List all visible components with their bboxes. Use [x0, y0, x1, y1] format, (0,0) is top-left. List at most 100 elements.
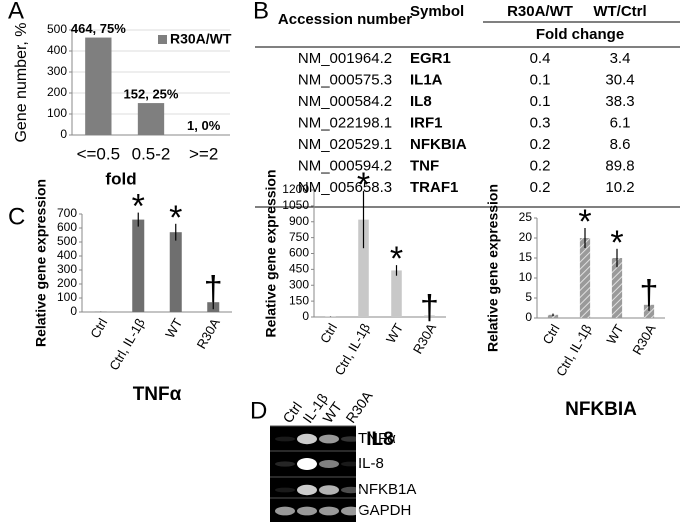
table-cell: 3.4 [610, 50, 631, 67]
gel-band [297, 484, 317, 496]
bar [611, 258, 623, 318]
bar [137, 103, 165, 135]
x-tick-label: WT [162, 316, 185, 341]
table-cell: NM_005658.3 [298, 179, 392, 196]
gel-band [275, 436, 295, 442]
gel-band [319, 434, 339, 444]
y-tick-label: 600 [289, 246, 309, 260]
table-cell: 30.4 [605, 71, 634, 88]
y-tick-label: 5 [525, 290, 532, 304]
bar [169, 232, 182, 312]
table-cell: NM_020529.1 [298, 136, 392, 153]
gel-band [297, 433, 317, 445]
gel-band [319, 485, 339, 495]
gel-band [341, 486, 361, 494]
gel-row-label: IL-8 [358, 455, 384, 472]
table-cell: 0.2 [530, 157, 551, 174]
table-cell: 0.1 [530, 93, 551, 110]
y-tick-label: 10 [519, 270, 533, 284]
significance-marker: * [169, 199, 182, 237]
y-tick-label: 0 [60, 127, 67, 141]
table-cell: EGR1 [410, 50, 451, 67]
significance-marker: † [420, 289, 439, 327]
gel-lane-label: R30A [342, 387, 376, 425]
bar [85, 37, 112, 136]
gel-band [341, 506, 361, 516]
table-header: Symbol [410, 3, 464, 20]
y-tick-label: 500 [57, 234, 77, 248]
x-tick-label: R30A [410, 320, 439, 356]
gel-lane-label: Ctrl [279, 399, 305, 426]
table-header: WT/Ctrl [593, 3, 646, 20]
table-header: R30A/WT [507, 3, 573, 20]
gel-band [275, 506, 295, 516]
table-cell: NM_000575.3 [298, 71, 392, 88]
y-tick-label: 25 [519, 210, 533, 224]
y-tick-label: 300 [57, 262, 77, 276]
x-axis-label: fold [105, 169, 136, 188]
table-cell: NM_000594.2 [298, 157, 392, 174]
x-tick-label: WT [603, 322, 626, 347]
bar [132, 219, 145, 312]
y-tick-label: 15 [519, 250, 533, 264]
table-cell: NM_022198.1 [298, 114, 392, 131]
significance-marker: † [640, 274, 659, 312]
table-cell: 0.1 [530, 71, 551, 88]
y-axis-label: Relative gene expression [263, 169, 279, 337]
y-tick-label: 400 [57, 248, 77, 262]
panel-label: B [253, 0, 269, 24]
gel-band [297, 506, 317, 516]
bar [391, 270, 402, 317]
significance-marker: † [204, 270, 223, 308]
y-tick-label: 700 [57, 206, 77, 220]
x-tick-label: 0.5-2 [132, 144, 171, 163]
table-cell: NM_001964.2 [298, 50, 392, 67]
y-tick-label: 1200 [282, 182, 309, 196]
y-tick-label: 0 [70, 304, 77, 318]
y-tick-label: 20 [519, 230, 533, 244]
gel-band [297, 458, 317, 470]
table-cell: NFKBIA [410, 136, 467, 153]
x-axis-label: IL8 [366, 429, 393, 450]
gel-band [319, 506, 339, 516]
y-tick-label: 900 [289, 214, 309, 228]
x-tick-label: Ctrl [317, 321, 340, 346]
gel-band [275, 487, 295, 493]
x-tick-label: R30A [194, 315, 223, 351]
table-cell: 38.3 [605, 93, 634, 110]
gel-band [341, 461, 361, 467]
y-tick-label: 100 [47, 106, 67, 120]
gel-band [319, 460, 339, 468]
y-tick-label: 400 [47, 43, 67, 57]
y-tick-label: 750 [289, 230, 309, 244]
legend-swatch [158, 35, 167, 44]
panel-label: D [250, 397, 267, 424]
gel-band [275, 461, 295, 467]
x-tick-label: WT [383, 321, 406, 346]
y-tick-label: 450 [289, 262, 309, 276]
table-cell: 89.8 [605, 157, 634, 174]
gel-row-label: GAPDH [358, 502, 411, 519]
table-cell: 8.6 [610, 136, 631, 153]
legend-label: R30A/WT [170, 31, 232, 47]
x-tick-label: >=2 [189, 144, 218, 163]
y-tick-label: 1050 [282, 198, 309, 212]
y-tick-label: 300 [47, 64, 67, 78]
y-tick-label: 100 [57, 290, 77, 304]
table-subheader: Fold change [536, 26, 624, 43]
significance-marker: * [610, 224, 623, 262]
table-header: Accession number [278, 11, 412, 28]
y-axis-label: Gene number, % [13, 22, 30, 142]
value-label: 152, 25% [124, 87, 179, 102]
y-tick-label: 150 [289, 293, 309, 307]
value-label: 1, 0% [187, 118, 221, 133]
significance-marker: * [390, 240, 403, 278]
table-cell: 0.4 [530, 50, 551, 67]
significance-marker: * [578, 203, 591, 241]
table-cell: IL8 [410, 93, 432, 110]
y-tick-label: 200 [57, 276, 77, 290]
y-tick-label: 0 [525, 310, 532, 324]
x-tick-label: Ctrl [87, 316, 110, 341]
panel-label: A [8, 0, 24, 24]
